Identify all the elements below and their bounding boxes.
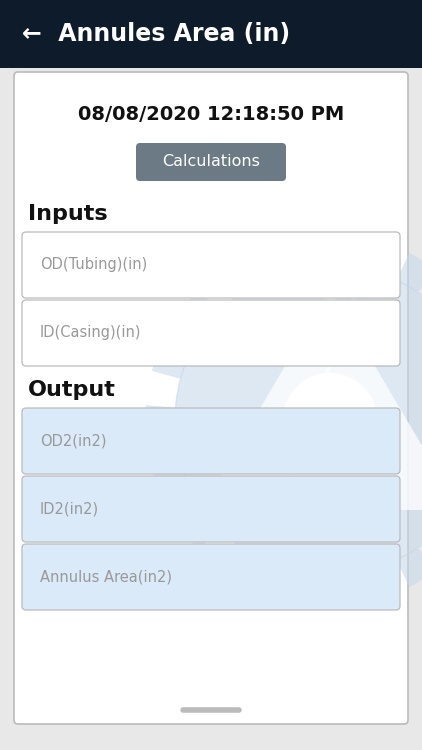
Text: Inputs: Inputs — [28, 204, 108, 224]
Text: ←  Annules Area (in): ← Annules Area (in) — [22, 22, 290, 46]
FancyBboxPatch shape — [0, 0, 422, 68]
Text: OD2(in2): OD2(in2) — [40, 433, 106, 448]
FancyBboxPatch shape — [22, 300, 400, 366]
Polygon shape — [151, 461, 189, 497]
Polygon shape — [200, 290, 422, 510]
Text: OD(Tubing)(in): OD(Tubing)(in) — [40, 257, 147, 272]
FancyBboxPatch shape — [22, 408, 400, 474]
Text: ID2(in2): ID2(in2) — [40, 502, 99, 517]
Polygon shape — [397, 253, 422, 292]
FancyBboxPatch shape — [22, 476, 400, 542]
Polygon shape — [345, 236, 376, 270]
Polygon shape — [146, 405, 176, 435]
Polygon shape — [284, 236, 315, 270]
Polygon shape — [151, 343, 189, 379]
Text: 08/08/2020 12:18:50 PM: 08/08/2020 12:18:50 PM — [78, 104, 344, 124]
Text: Output: Output — [28, 380, 116, 400]
Polygon shape — [284, 570, 315, 604]
Polygon shape — [345, 570, 376, 604]
Polygon shape — [179, 290, 219, 330]
Circle shape — [284, 374, 376, 466]
Polygon shape — [225, 253, 263, 292]
FancyBboxPatch shape — [136, 143, 286, 181]
Polygon shape — [397, 548, 422, 587]
Text: Calculations: Calculations — [162, 154, 260, 170]
Polygon shape — [225, 548, 263, 587]
Text: Annulus Area(in2): Annulus Area(in2) — [40, 569, 172, 584]
FancyBboxPatch shape — [22, 544, 400, 610]
Polygon shape — [179, 510, 219, 550]
FancyBboxPatch shape — [22, 232, 400, 298]
Text: ID(Casing)(in): ID(Casing)(in) — [40, 326, 141, 340]
FancyBboxPatch shape — [0, 68, 422, 750]
FancyBboxPatch shape — [14, 72, 408, 724]
Circle shape — [175, 265, 422, 575]
